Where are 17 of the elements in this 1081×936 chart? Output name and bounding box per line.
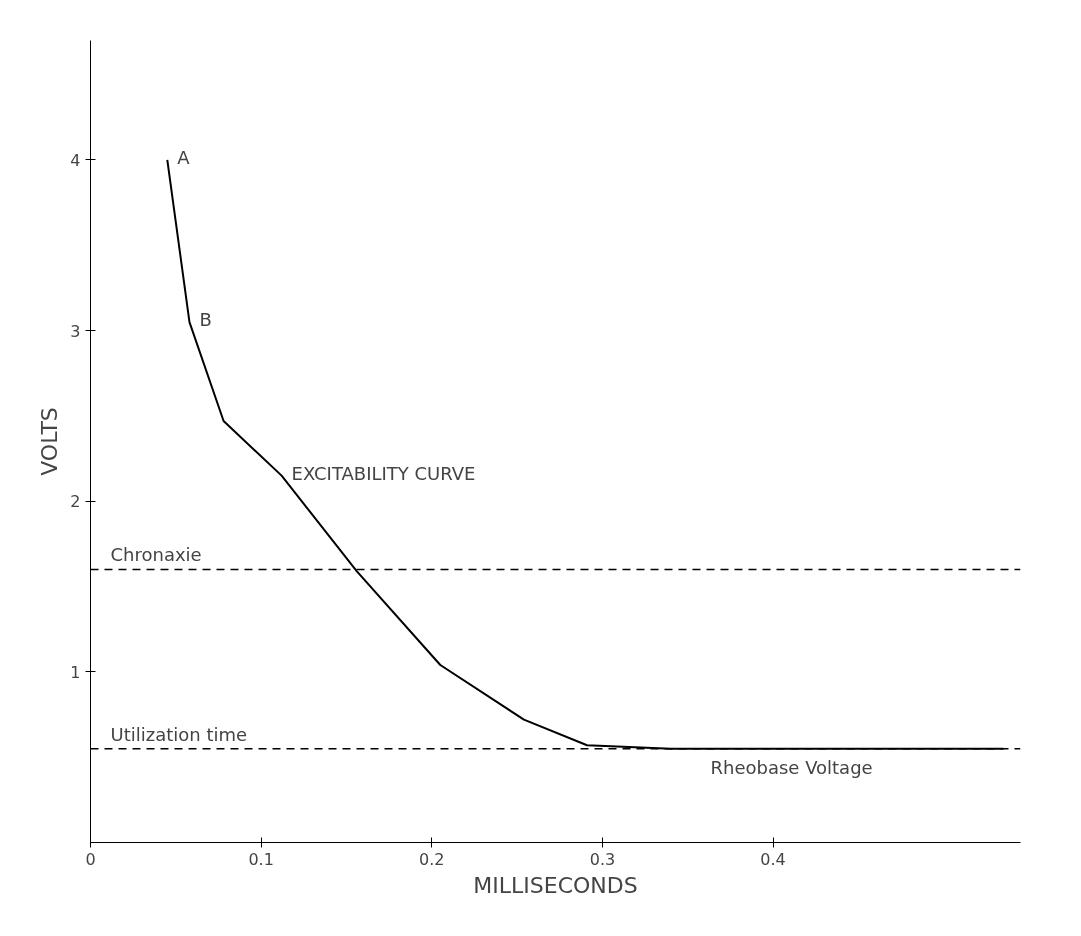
annotation: EXCITABILITY CURVE	[291, 462, 476, 484]
x-tick-label: 0.3	[589, 849, 616, 869]
annotation: A	[177, 146, 191, 168]
y-tick-label: 1	[70, 662, 81, 682]
y-tick-label: 2	[70, 492, 81, 512]
x-axis-title: MILLISECONDS	[473, 872, 638, 898]
x-tick-label: 0	[85, 849, 96, 869]
x-tick-label: 0.1	[248, 849, 274, 869]
x-tick-label: 0.2	[419, 849, 445, 869]
annotation: B	[199, 309, 212, 331]
ref-line-label: Chronaxie	[110, 544, 202, 566]
ref-line-label: Utilization time	[110, 723, 248, 745]
y-axis-title: VOLTS	[37, 407, 63, 476]
x-tick-label: 0.4	[760, 849, 786, 869]
y-tick-label: 3	[70, 321, 81, 341]
annotation: Rheobase Voltage	[710, 756, 873, 778]
y-tick-label: 4	[70, 150, 81, 170]
